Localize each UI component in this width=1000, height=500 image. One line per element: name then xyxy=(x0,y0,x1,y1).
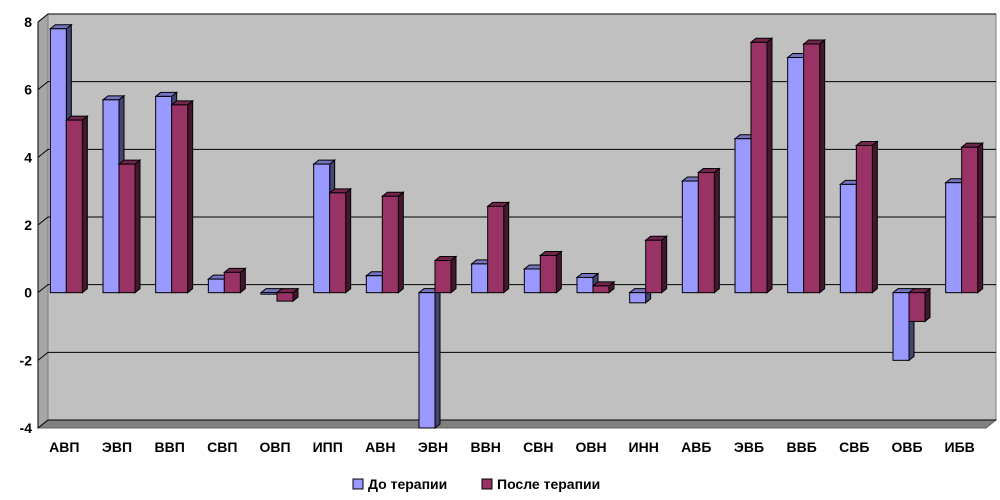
x-tick-label: ИБВ xyxy=(945,439,975,455)
x-tick-label: СВБ xyxy=(839,439,869,455)
bar xyxy=(64,115,89,294)
legend-label: После терапии xyxy=(497,476,600,492)
y-tick-label: 0 xyxy=(24,285,32,301)
x-tick-label: ВВБ xyxy=(787,439,817,455)
x-tick-label: ВВН xyxy=(470,439,500,455)
bar xyxy=(101,94,126,294)
x-tick-label: ОВП xyxy=(259,439,290,455)
bar xyxy=(802,38,827,294)
y-tick-label: -4 xyxy=(20,420,33,436)
x-tick-label: ВВП xyxy=(155,439,185,455)
bar xyxy=(907,287,932,323)
bar xyxy=(117,159,142,294)
bar xyxy=(275,287,300,303)
y-axis-ticks: -4 -2 0 2 4 6 8 xyxy=(20,14,33,436)
legend-swatch xyxy=(352,478,364,490)
bar xyxy=(328,187,353,294)
gridlines xyxy=(37,13,996,429)
bar xyxy=(644,235,669,294)
bar xyxy=(696,167,721,294)
gridline xyxy=(37,284,996,294)
x-tick-label: АВП xyxy=(49,439,79,455)
gridline xyxy=(37,148,996,158)
bar xyxy=(222,267,247,294)
plot-floor xyxy=(36,419,998,429)
x-tick-label: ИПП xyxy=(313,439,343,455)
gridline xyxy=(37,13,996,23)
x-tick-label: ЭВН xyxy=(418,439,448,455)
bar xyxy=(591,280,616,294)
bar xyxy=(417,287,442,430)
bar xyxy=(854,140,879,294)
legend: До терапии После терапии xyxy=(352,476,600,492)
x-tick-label: ОВБ xyxy=(891,439,922,455)
y-tick-label: -2 xyxy=(20,352,33,368)
x-tick-label: ЭВБ xyxy=(734,439,764,455)
legend-item: После терапии xyxy=(481,476,600,492)
x-tick-label: АВН xyxy=(365,439,395,455)
x-tick-label: ЭВП xyxy=(102,439,132,455)
x-tick-label: СВП xyxy=(207,439,237,455)
x-tick-label: СВН xyxy=(523,439,553,455)
y-tick-label: 4 xyxy=(24,149,32,165)
bar xyxy=(380,191,405,294)
bar xyxy=(749,37,774,294)
gridline xyxy=(37,351,996,361)
x-tick-label: АВБ xyxy=(681,439,711,455)
x-axis-ticks: АВП ЭВП ВВП СВП ОВП ИПП АВН ЭВН ВВН СВН ОВН ИНН АВБ Э… xyxy=(49,439,975,455)
gridline xyxy=(37,81,996,91)
bar xyxy=(960,142,985,294)
gridline xyxy=(37,419,996,429)
bars xyxy=(48,23,985,430)
bar xyxy=(486,201,511,294)
bar xyxy=(575,272,600,294)
legend-item: До терапии xyxy=(352,476,447,492)
y-tick-label: 6 xyxy=(24,82,32,98)
x-tick-label: ОВН xyxy=(575,439,606,455)
x-tick-label: ИНН xyxy=(629,439,659,455)
bar xyxy=(170,99,195,294)
legend-label: До терапии xyxy=(368,476,447,492)
legend-swatch xyxy=(481,478,493,490)
bar xyxy=(433,255,458,294)
gridline xyxy=(37,216,996,226)
y-tick-label: 2 xyxy=(24,217,32,233)
y-tick-label: 8 xyxy=(24,14,32,30)
bar xyxy=(538,250,563,294)
